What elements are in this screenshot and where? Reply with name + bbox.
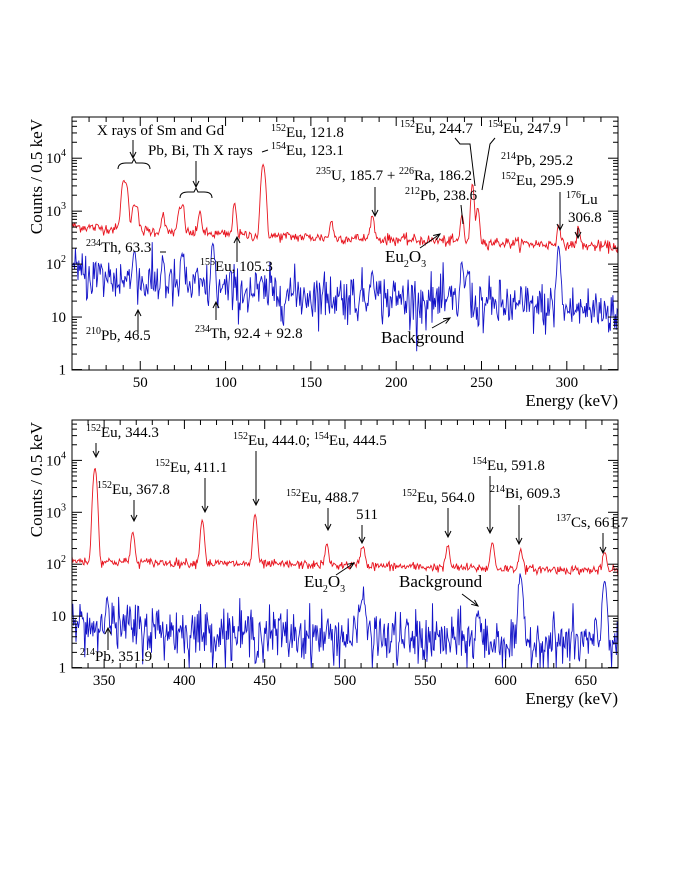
x-tick-label: 100 [214, 375, 237, 391]
annotation-eu154-591: 154Eu, 591.8 [472, 456, 545, 474]
x-axis-title: Energy (keV) [525, 689, 618, 708]
y-tick-label: 102 [46, 254, 66, 273]
y-tick-label: 102 [46, 554, 66, 573]
arrow-eu244 [454, 137, 476, 187]
arrow-head [556, 223, 564, 232]
brace-xrays-sm-gd [117, 157, 151, 170]
series-background [71, 242, 619, 352]
annotation-pb212-238: 212Pb, 238.6 [405, 186, 478, 204]
annotation-eu152-564: 152Eu, 564.0 [402, 488, 475, 506]
arrow-head [212, 300, 220, 309]
annotation-eu152-344: 152Eu, 344.3 [86, 423, 159, 441]
arrow-head [324, 523, 332, 532]
annotation-pb214-295: 214Pb, 295.2 [501, 151, 573, 169]
arrow-eu2o3 [419, 233, 441, 249]
annotation-lu176-energy: 306.8 [568, 210, 602, 226]
series-label-background: Background [399, 572, 483, 591]
y-tick-label: 1 [59, 661, 67, 677]
annotation-pb-bi-th-xrays: Pb, Bi, Th X rays [148, 143, 253, 159]
annotation-eu152-295: 152Eu, 295.9 [501, 171, 574, 189]
annotation-bi214-609: 214Bi, 609.3 [490, 484, 560, 502]
x-tick-label: 300 [556, 375, 579, 391]
x-tick-label: 650 [575, 673, 598, 689]
y-tick-label: 103 [46, 201, 66, 220]
annotation-th234-92: 234Th, 92.4 + 92.8 [195, 324, 303, 342]
arrow-head [433, 233, 442, 241]
x-tick-label: 200 [385, 375, 408, 391]
arrow-head [371, 209, 379, 218]
x-tick-label: 600 [494, 673, 517, 689]
arrow-head [442, 317, 452, 324]
arrow-head [444, 530, 452, 539]
annotation-eu152-244: 152Eu, 244.7 [400, 119, 473, 137]
arrow-head [233, 235, 241, 244]
y-tick-label: 10 [51, 310, 66, 326]
arrow-eu121 [261, 149, 269, 153]
x-tick-label: 550 [414, 673, 437, 689]
arrow-eu247 [481, 137, 496, 191]
y-tick-label: 10 [51, 609, 66, 625]
annotation-511: 511 [356, 507, 378, 523]
annotation-th234-63: 234Th, 63.3 [86, 238, 151, 256]
annotation-xrays-sm-gd: X rays of Sm and Gd [97, 123, 225, 139]
arrow-head [130, 514, 138, 523]
spectrum-panel-2: 350 400 450 500 550 600 650 1 10 102 103 104 Energy … [27, 419, 629, 708]
arrow-background [461, 593, 479, 607]
annotation-eu152-411: 152Eu, 411.1 [155, 458, 227, 476]
arrow-head [471, 599, 480, 607]
arrow-head [347, 562, 356, 570]
y-tick-label: 103 [46, 502, 66, 521]
annotation-pb214-351: 214Pb, 351.9 [80, 647, 152, 665]
x-axis-title: Energy (keV) [525, 391, 618, 410]
series-label-eu2o3: Eu2O3 [385, 247, 426, 270]
series-label-background: Background [381, 328, 465, 347]
series-eu2o3 [71, 467, 619, 578]
arrow-background [431, 317, 451, 329]
annotation-eu152-367: 152Eu, 367.8 [97, 480, 170, 498]
arrow-head [486, 526, 494, 535]
arrow-head [129, 151, 137, 160]
series-label-eu2o3: Eu2O3 [304, 572, 345, 595]
x-tick-label: 250 [470, 375, 493, 391]
x-tick-label: 400 [173, 673, 196, 689]
series-eu2o3 [71, 163, 619, 254]
arrow-head [358, 536, 366, 545]
arrow-head [134, 308, 142, 317]
annotation-eu155-105: 155Eu, 105.3 [200, 257, 273, 275]
annotation-eu154-247: 154Eu, 247.9 [488, 119, 561, 137]
y-axis-title: Counts / 0.5 keV [27, 118, 46, 234]
annotation-cs137-661: 137Cs, 661.7 [556, 513, 629, 531]
annotation-lu176-label: 176Lu [566, 190, 598, 208]
annotation-pb210-46: 210Pb, 46.5 [86, 326, 151, 344]
y-axis-title: Counts / 0.5 keV [27, 421, 46, 537]
y-tick-label: 104 [46, 450, 66, 469]
annotation-eu152-488: 152Eu, 488.7 [286, 488, 359, 506]
annotation-eu152-121: 152Eu, 121.8 [271, 123, 344, 141]
annotation-u235-ra226: 235U, 185.7 + 226Ra, 186.2 [316, 166, 472, 184]
arrow-head [104, 626, 112, 635]
arrow-head [515, 537, 523, 546]
y-tick-label: 104 [46, 148, 66, 167]
annotation-eu152-444: 152Eu, 444.0; 154Eu, 444.5 [233, 431, 387, 449]
x-tick-label: 150 [300, 375, 323, 391]
arrow-head [599, 546, 607, 555]
y-tick-label: 1 [59, 363, 67, 379]
arrow-pb212 [460, 204, 464, 225]
x-tick-label: 350 [93, 673, 116, 689]
series-background [71, 573, 619, 668]
arrow-head [92, 450, 100, 459]
arrow-eu2o3 [335, 562, 355, 576]
spectrum-panel-1: 50 100 150 200 250 300 1 10 102 103 104 Energy (keV… [27, 116, 619, 410]
arrow-head [252, 498, 260, 507]
arrow-head [201, 505, 209, 514]
brace-pb-bi-th-xrays [179, 186, 213, 199]
annotation-eu154-123: 154Eu, 123.1 [271, 141, 344, 159]
arrow-head [574, 231, 582, 240]
x-tick-label: 450 [253, 673, 276, 689]
x-tick-label: 500 [334, 673, 357, 689]
x-tick-label: 50 [133, 375, 148, 391]
